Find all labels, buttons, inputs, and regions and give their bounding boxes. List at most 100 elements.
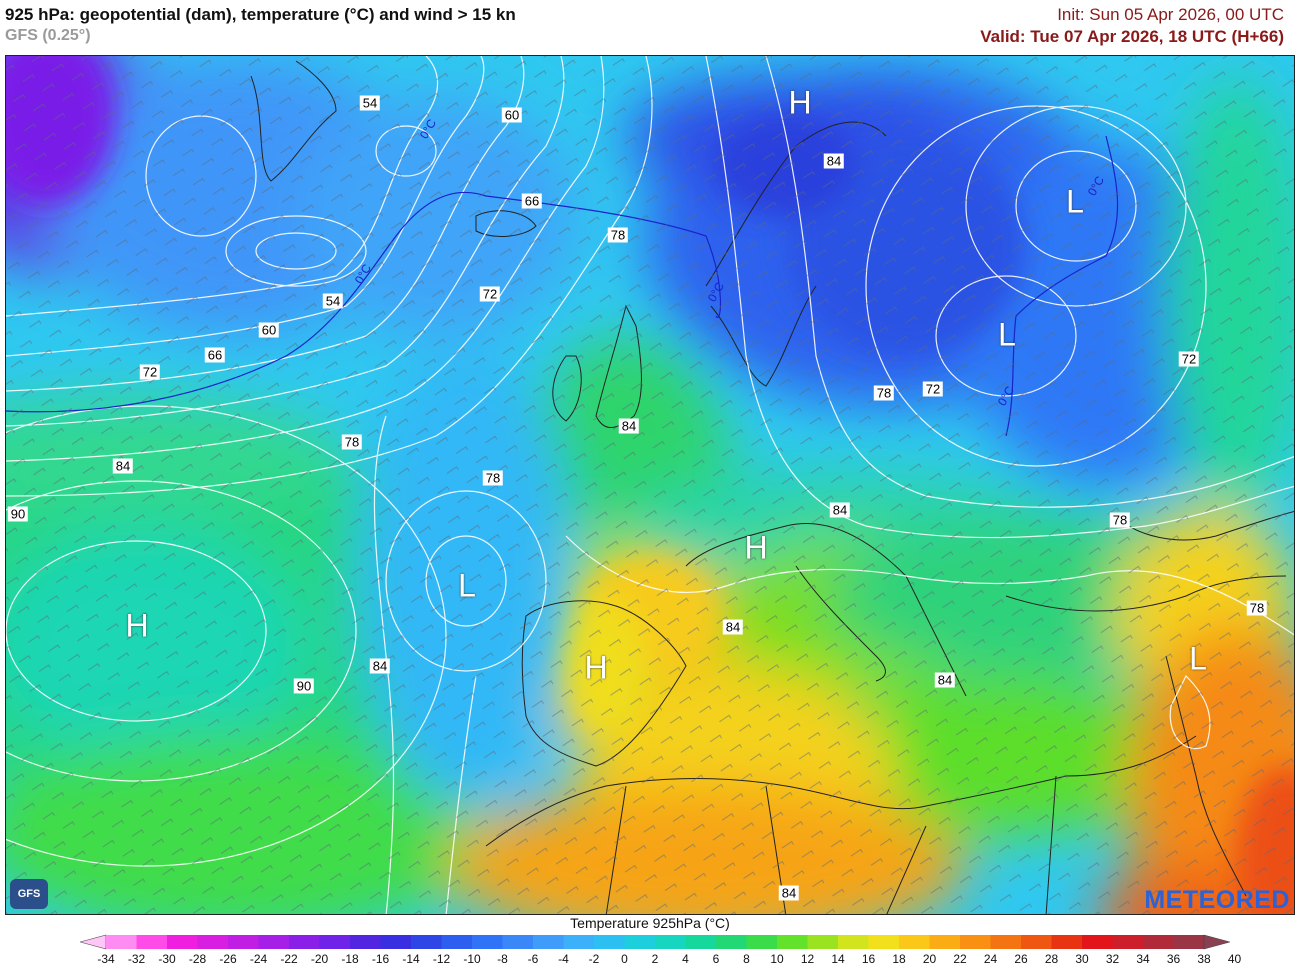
scale-tick-label: -12 [432,952,451,966]
scale-swatch [319,935,351,949]
scale-swatch [289,935,320,949]
scale-tick-label: 38 [1197,952,1211,966]
color-scale-ticks: -34 -32 -30 -28 -26 -24 -22 -20 -18 -16 -14 -12 -10-… [0,952,1300,970]
contour-label: 84 [778,885,800,901]
scale-tick-label: 14 [831,952,845,966]
scale-tick-label: -16 [371,952,390,966]
scale-swatch [1051,935,1083,949]
scale-tick-label: 18 [892,952,906,966]
scale-swatch [777,935,808,949]
scale-tick-label: 22 [953,952,967,966]
scale-tick-label: -6 [527,952,539,966]
scale-swatch [1112,935,1144,949]
scale-tick-label: -28 [188,952,207,966]
scale-swatch [533,935,564,949]
contour-label: 90 [293,678,315,694]
scale-tick-label: -22 [280,952,298,966]
contour-label: 78 [1109,512,1131,528]
contour-label: 66 [521,193,543,209]
scale-swatch [624,935,656,949]
map-title: 925 hPa: geopotential (dam), temperature… [5,5,516,24]
contour-label: 84 [369,658,391,674]
contour-label: 78 [607,227,629,243]
init-time: Init: Sun 05 Apr 2026, 00 UTC [1057,5,1284,24]
scale-swatch [838,935,869,949]
contour-label: 90 [7,506,29,522]
scale-swatch [197,935,229,949]
scale-swatch [1082,935,1113,949]
contour-label: 72 [139,364,161,380]
contour-label: 84 [722,619,744,635]
scale-tick-label: 30 [1075,952,1089,966]
low-pressure-center: L [1189,640,1207,677]
scale-tick-label: 4 [682,952,689,966]
high-pressure-center: H [125,607,149,644]
scale-swatch [990,935,1022,949]
low-pressure-center: L [998,316,1016,353]
scale-tick-label: 20 [922,952,937,966]
scale-swatch [411,935,442,949]
scale-swatch [716,935,747,949]
scale-min-arrow [78,934,107,950]
scale-tick-label: 32 [1105,952,1120,966]
valid-time: Valid: Tue 07 Apr 2026, 18 UTC (H+66) [980,27,1284,46]
scale-swatch [960,935,991,949]
scale-tick-label: 34 [1136,952,1150,966]
contour-label: 78 [341,434,363,450]
contour-label: 60 [258,322,280,338]
low-pressure-center: L [458,567,476,604]
scale-tick-label: -32 [127,952,146,966]
scale-swatch [563,935,595,949]
scale-swatch [594,935,625,949]
scale-swatch [167,935,198,949]
scale-tick-label: 2 [651,952,659,966]
high-pressure-center: H [788,84,812,121]
scale-max-arrow [1203,934,1232,950]
scale-tick-label: -18 [341,952,359,966]
scale-swatch [655,935,686,949]
scale-tick-label: 6 [712,952,720,966]
scale-tick-label: -10 [463,952,481,966]
scale-tick-label: -24 [249,952,268,966]
color-scale-bar [78,934,1232,950]
scale-swatch [472,935,503,949]
gfs-logo: GFS [10,879,48,909]
legend-title: Temperature 925hPa (°C) [570,915,730,931]
scale-swatch [136,935,168,949]
scale-swatch [899,935,930,949]
contour-label: 84 [823,153,845,169]
contour-label: 78 [1246,600,1268,616]
contour-label: 60 [501,107,523,123]
temperature-color-scale [78,934,1232,950]
contour-label: 78 [873,385,895,401]
contour-label: 72 [479,286,501,302]
scale-swatch [929,935,961,949]
scale-tick-label: -34 [97,952,115,966]
scale-swatch [1173,935,1205,949]
scale-tick-label: 40 [1227,952,1242,966]
scale-tick-label: -8 [497,952,508,966]
scale-tick-label: 10 [770,952,784,966]
scale-swatch [868,935,900,949]
contour-label: 78 [482,470,504,486]
weather-map[interactable]: 54 60 66 78 72 54 60 66 72 78 84 90 84 78 84 90 84 84 84 84… [5,55,1295,915]
scale-tick-label: 12 [800,952,815,966]
contour-label: 84 [618,418,640,434]
contour-label: 54 [322,293,344,309]
scale-swatch [502,935,534,949]
scale-tick-label: -2 [588,952,600,966]
scale-tick-label: -4 [558,952,569,966]
scale-tick-label: 28 [1044,952,1059,966]
scale-swatch [106,935,137,949]
scale-swatch [1143,935,1174,949]
scale-tick-label: 16 [861,952,876,966]
low-pressure-center: L [1066,183,1084,220]
contour-label: 66 [204,347,226,363]
scale-tick-label: 8 [743,952,750,966]
high-pressure-center: H [584,649,608,686]
scale-tick-label: 24 [983,952,998,966]
contour-label: 84 [934,672,956,688]
contour-label: 84 [829,502,851,518]
high-pressure-center: H [744,529,768,566]
scale-tick-label: -30 [158,952,176,966]
